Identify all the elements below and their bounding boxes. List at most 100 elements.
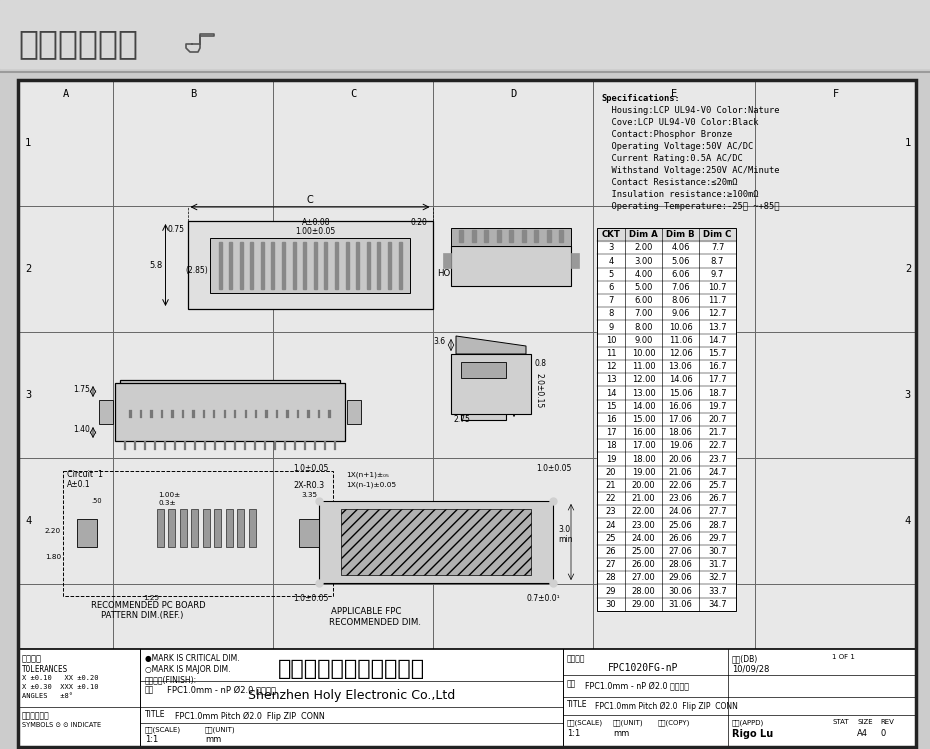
Text: A: A — [62, 89, 69, 99]
Bar — [324, 441, 326, 450]
Bar — [276, 410, 278, 418]
Bar — [204, 441, 206, 450]
Text: 14.06: 14.06 — [669, 375, 692, 384]
Bar — [272, 241, 274, 288]
Text: C: C — [307, 195, 313, 205]
Bar — [265, 410, 268, 418]
Text: 11.06: 11.06 — [669, 336, 692, 345]
Bar — [223, 410, 226, 418]
Text: 24: 24 — [605, 521, 617, 530]
Bar — [273, 441, 276, 450]
Text: 单位(UNIT): 单位(UNIT) — [613, 719, 644, 726]
Text: 6.06: 6.06 — [671, 270, 690, 279]
Text: Contact Resistance:≤20mΩ: Contact Resistance:≤20mΩ — [601, 178, 737, 187]
Bar — [308, 410, 310, 418]
Text: 1: 1 — [25, 138, 32, 148]
Bar — [294, 441, 296, 450]
Text: 3: 3 — [608, 243, 614, 252]
Text: 0.7±0.0¹: 0.7±0.0¹ — [526, 594, 560, 603]
Bar — [366, 241, 370, 288]
Text: mm: mm — [205, 735, 221, 744]
Text: 在线图纸下载: 在线图纸下载 — [18, 28, 138, 61]
Text: 18.7: 18.7 — [708, 389, 727, 398]
Text: 29.00: 29.00 — [631, 600, 656, 609]
Text: 0: 0 — [880, 729, 885, 738]
Bar — [210, 237, 410, 293]
Text: Contact:Phosphor Bronze: Contact:Phosphor Bronze — [601, 130, 732, 139]
Bar — [461, 362, 506, 420]
Text: 比例(SCALE): 比例(SCALE) — [145, 726, 181, 733]
Text: 7.00: 7.00 — [634, 309, 653, 318]
Text: 19.06: 19.06 — [669, 441, 692, 450]
Text: 5: 5 — [608, 270, 614, 279]
Bar — [248, 509, 256, 547]
Bar — [219, 241, 221, 288]
Text: 1.0±0.05: 1.0±0.05 — [536, 464, 571, 473]
Bar — [115, 383, 345, 441]
Bar — [174, 441, 176, 450]
Text: 13.00: 13.00 — [631, 389, 656, 398]
Text: 1.25: 1.25 — [143, 595, 159, 601]
Text: 21.00: 21.00 — [631, 494, 656, 503]
Text: 33.7: 33.7 — [708, 586, 727, 595]
Text: 11.00: 11.00 — [631, 362, 656, 371]
Polygon shape — [456, 336, 526, 354]
Text: 10.7: 10.7 — [709, 283, 726, 292]
Text: 9.06: 9.06 — [671, 309, 690, 318]
Text: 制图(APPD): 制图(APPD) — [732, 719, 764, 726]
Text: 0.75: 0.75 — [167, 225, 184, 234]
Bar — [18, 649, 916, 747]
Text: 20: 20 — [605, 467, 617, 476]
Bar — [203, 509, 209, 547]
Text: 28.7: 28.7 — [708, 521, 727, 530]
Text: 单位(UNIT): 单位(UNIT) — [205, 726, 235, 733]
Bar — [597, 228, 736, 610]
Text: 1.0±0.05: 1.0±0.05 — [293, 464, 328, 473]
Text: 17.06: 17.06 — [669, 415, 693, 424]
Bar — [509, 230, 513, 242]
Text: Cove:LCP UL94-V0 Color:Black: Cove:LCP UL94-V0 Color:Black — [601, 118, 759, 127]
Text: Circuit  1: Circuit 1 — [67, 470, 103, 479]
Text: TITLE: TITLE — [145, 710, 166, 719]
Text: D: D — [510, 733, 516, 743]
Text: 13.7: 13.7 — [708, 323, 727, 332]
Bar — [388, 241, 391, 288]
Text: 11: 11 — [605, 349, 617, 358]
Text: 23: 23 — [605, 507, 617, 516]
Bar — [318, 410, 320, 418]
Text: 16.06: 16.06 — [669, 401, 693, 410]
Bar — [313, 241, 317, 288]
Bar — [534, 230, 538, 242]
Text: ANGLES   ±8°: ANGLES ±8° — [22, 693, 73, 699]
Text: A±0.1: A±0.1 — [67, 480, 90, 489]
Bar — [233, 441, 236, 450]
Bar — [225, 509, 232, 547]
Text: 5.2: 5.2 — [517, 386, 530, 395]
Bar — [282, 241, 285, 288]
Text: 1X(n-1)±0.05: 1X(n-1)±0.05 — [346, 481, 396, 488]
Text: 3.0: 3.0 — [558, 525, 570, 534]
Text: REV: REV — [880, 719, 894, 725]
Text: 8.06: 8.06 — [671, 296, 690, 305]
Bar — [193, 441, 196, 450]
Text: 19.7: 19.7 — [709, 401, 726, 410]
Bar — [124, 441, 126, 450]
Text: E: E — [671, 733, 677, 743]
Text: HOUSING: HOUSING — [437, 268, 478, 277]
Text: 检验尺寸标示: 检验尺寸标示 — [22, 711, 49, 720]
Text: FPC1.0mm Pitch Ø2.0  Flip ZIP  CONN: FPC1.0mm Pitch Ø2.0 Flip ZIP CONN — [595, 702, 737, 711]
Text: 4: 4 — [25, 516, 32, 526]
Text: 6: 6 — [608, 283, 614, 292]
Text: FPC1.0mm - nP Ø2.0 翻盖下载: FPC1.0mm - nP Ø2.0 翻盖下载 — [585, 681, 689, 690]
Bar — [459, 230, 463, 242]
Bar — [451, 228, 571, 246]
Text: 12.06: 12.06 — [669, 349, 692, 358]
Text: 16.00: 16.00 — [631, 428, 656, 437]
Text: 20.06: 20.06 — [669, 455, 692, 464]
Text: B±0.1: B±0.1 — [128, 386, 152, 395]
Text: 制图(DB): 制图(DB) — [732, 654, 758, 663]
Bar — [193, 410, 194, 418]
Bar — [234, 410, 236, 418]
Text: 23.00: 23.00 — [631, 521, 656, 530]
Bar — [303, 241, 306, 288]
